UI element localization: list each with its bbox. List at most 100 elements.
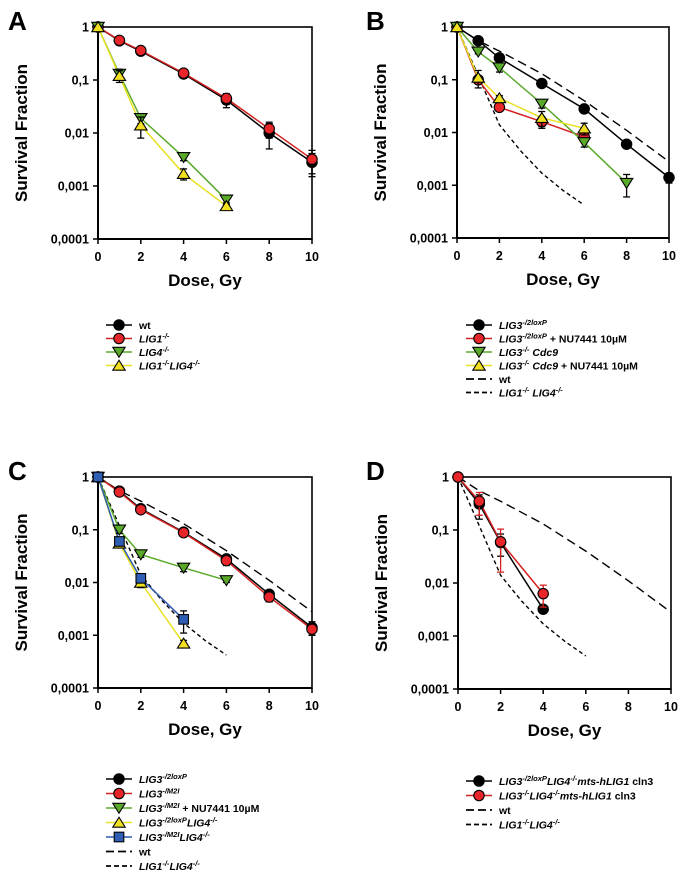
circle-marker [473, 789, 485, 802]
series-markers [90, 20, 234, 212]
series-line [456, 26, 670, 163]
circle-marker [135, 44, 147, 57]
x-tick-label: 10 [305, 250, 319, 264]
triangle-up-marker [492, 91, 507, 104]
triangle-up-marker [471, 359, 487, 371]
x-tick-label: 2 [137, 699, 144, 713]
legend-label: LIG3-/2loxPLIG4-/-mts-hLIG1 cln3 [499, 774, 653, 789]
y-tick-label: 0,001 [417, 179, 448, 193]
series-line [97, 26, 227, 201]
legend-item: LIG1-/-LIG4-/- [106, 358, 200, 373]
circle-marker [113, 34, 126, 47]
series-markers [449, 20, 592, 136]
series-line [457, 476, 544, 610]
x-axis-title: Dose, Gy [528, 721, 602, 740]
triangle-up-marker [90, 20, 106, 33]
panel-a: A 1 0,1 0,01 0,001 0,0001 0 2 4 6 8 10 Dose, Gy Survi… [8, 6, 319, 373]
square-marker [114, 536, 125, 547]
legend-label: LIG1-/-LIG4-/- [139, 859, 200, 874]
triangle-down-marker [133, 549, 148, 561]
series-lig3-lig4-mts-hlig1-cln3 [457, 476, 544, 595]
series-markers [449, 21, 634, 198]
y-tick-label: 0,0001 [411, 683, 449, 697]
circle-marker [263, 123, 275, 135]
legend-label: LIG1-/-LIG4-/- [499, 817, 560, 832]
legend-item: LIG3-/2loxPLIG4-/- [106, 815, 218, 830]
y-axis-title: Survival Fraction [12, 514, 31, 652]
triangle-down-marker [111, 802, 127, 815]
x-tick-label: 0 [95, 699, 102, 713]
circle-marker [537, 587, 549, 600]
triangle-up-marker [111, 816, 127, 828]
circle-marker [578, 103, 590, 115]
y-tick-label: 0,1 [432, 524, 449, 538]
x-tick-label: 10 [305, 699, 319, 713]
series-lig3-2loxp [456, 26, 670, 179]
x-tick-label: 6 [582, 700, 589, 714]
x-tick-label: 2 [137, 250, 144, 264]
legend-label: LIG3-/2loxP [499, 318, 548, 333]
y-tick-label: 0,1 [72, 74, 89, 88]
circle-marker [493, 52, 506, 64]
y-tick-label: 0,01 [424, 126, 448, 140]
circle-marker [473, 495, 486, 507]
legend-item: LIG3-/M2ILIG4-/- [106, 830, 210, 844]
series-markers [90, 471, 234, 587]
series-markers [90, 21, 234, 207]
legend-item: LIG3-/2loxP + NU7441 10µM [466, 331, 627, 346]
x-tick-label: 6 [223, 699, 230, 713]
series-markers [92, 471, 189, 634]
y-tick-label: 1 [441, 21, 448, 35]
square-marker [178, 614, 189, 625]
plot-frame [97, 476, 313, 689]
x-tick-label: 6 [581, 249, 588, 263]
legend-item: LIG4-/- [106, 345, 170, 360]
legend-label: LIG3-/- Cdc9 [499, 345, 558, 360]
series-line [457, 476, 672, 613]
plot-frame [456, 26, 670, 239]
y-tick-label: 0,0001 [51, 682, 89, 696]
circle-marker [220, 92, 233, 105]
y-tick-label: 0,001 [418, 630, 449, 644]
panel-letter: D [366, 456, 385, 486]
circle-marker [494, 536, 507, 548]
legend-label: LIG1-/-LIG4-/- [139, 358, 200, 373]
y-tick-label: 0,01 [425, 577, 449, 591]
circle-marker [306, 623, 318, 635]
legend-item: wt [106, 847, 151, 859]
panel-c: C 1 0,1 0,01 0,001 0,0001 0 2 4 6 8 10 Dose, Gy Survi… [8, 456, 319, 873]
panel-d: D 1 0,1 0,01 0,001 0,0001 0 2 4 6 8 10 Dose, Gy Survi… [366, 456, 678, 832]
legend-label: LIG3-/M2I [139, 786, 180, 801]
legend-item: LIG3-/-LIG4-/-mts-hLIG1 cln3 [466, 788, 636, 803]
triangle-up-marker [449, 20, 465, 33]
series-lig3-2loxp-lig4-mts-hlig1-cln3 [457, 476, 544, 610]
panel-letter: B [366, 6, 385, 36]
legend-item: wt [466, 805, 511, 817]
legend: LIG3-/2loxPLIG4-/-mts-hLIG1 cln3LIG3-/-L… [466, 774, 653, 832]
legend-item: LIG3-/- Cdc9 [466, 345, 558, 360]
y-tick-label: 1 [82, 471, 89, 485]
series-wt [457, 476, 672, 613]
series-line [457, 476, 544, 595]
y-axis-title: Survival Fraction [372, 514, 391, 652]
legend-item: LIG3-/M2I [106, 786, 180, 801]
x-tick-label: 8 [623, 249, 630, 263]
legend-label: LIG3-/2loxPLIG4-/- [139, 815, 218, 830]
circle-marker [472, 34, 484, 47]
circle-marker [135, 503, 147, 516]
series-line [97, 476, 313, 613]
circle-marker [473, 775, 485, 787]
circle-marker [113, 787, 125, 800]
legend-label: LIG4-/- [139, 345, 170, 360]
triangle-down-marker [111, 346, 127, 359]
legend-item: LIG1-/-LIG4-/- [466, 817, 560, 832]
x-axis-title: Dose, Gy [526, 270, 600, 289]
series-line [456, 26, 670, 179]
x-tick-label: 4 [538, 249, 545, 263]
triangle-up-marker [112, 69, 127, 82]
legend-item: LIG3-/2loxPLIG4-/-mts-hLIG1 cln3 [466, 774, 653, 789]
x-tick-label: 0 [455, 700, 462, 714]
circle-marker [663, 171, 675, 184]
triangle-down-marker [176, 151, 191, 164]
